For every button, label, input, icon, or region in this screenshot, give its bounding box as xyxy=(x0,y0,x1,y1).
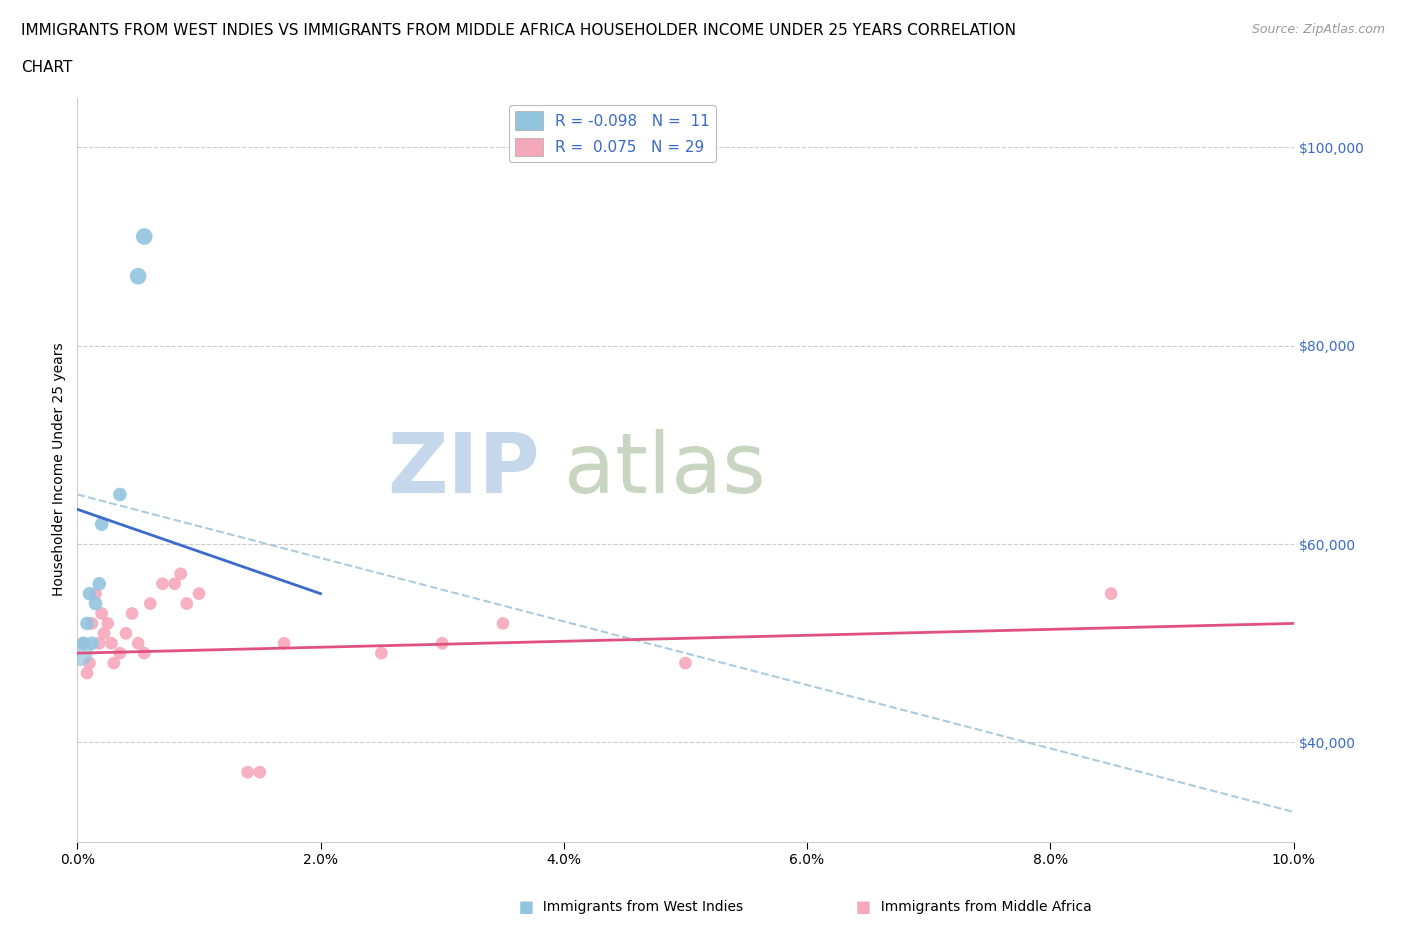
Legend: R = -0.098   N =  11, R =  0.075   N = 29: R = -0.098 N = 11, R = 0.075 N = 29 xyxy=(509,105,716,163)
Point xyxy=(84,586,107,601)
Point xyxy=(76,666,98,681)
Point xyxy=(675,656,697,671)
Point xyxy=(79,656,101,671)
Point xyxy=(80,636,103,651)
Text: atlas: atlas xyxy=(564,429,765,511)
Text: IMMIGRANTS FROM WEST INDIES VS IMMIGRANTS FROM MIDDLE AFRICA HOUSEHOLDER INCOME : IMMIGRANTS FROM WEST INDIES VS IMMIGRANT… xyxy=(21,23,1017,38)
Point xyxy=(236,764,259,779)
Point xyxy=(72,636,94,651)
Point xyxy=(492,616,515,631)
Text: ▪: ▪ xyxy=(855,895,872,919)
Point xyxy=(90,517,112,532)
Point xyxy=(89,636,111,651)
Point xyxy=(163,577,186,591)
Point xyxy=(103,656,125,671)
Point xyxy=(100,636,122,651)
Point xyxy=(80,616,103,631)
Text: Immigrants from Middle Africa: Immigrants from Middle Africa xyxy=(872,899,1091,914)
Point xyxy=(127,269,149,284)
Point xyxy=(152,577,174,591)
Point xyxy=(188,586,211,601)
Point xyxy=(134,645,156,660)
Text: CHART: CHART xyxy=(21,60,73,75)
Point xyxy=(108,487,131,502)
Point xyxy=(84,596,107,611)
Point xyxy=(69,645,91,660)
Point xyxy=(1099,586,1122,601)
Y-axis label: Householder Income Under 25 years: Householder Income Under 25 years xyxy=(52,343,66,596)
Text: ▪: ▪ xyxy=(517,895,534,919)
Point xyxy=(273,636,295,651)
Point xyxy=(170,566,193,581)
Point xyxy=(430,636,453,651)
Point xyxy=(76,616,98,631)
Point xyxy=(93,626,115,641)
Text: Immigrants from West Indies: Immigrants from West Indies xyxy=(534,899,744,914)
Point xyxy=(79,586,101,601)
Point xyxy=(97,616,120,631)
Point xyxy=(90,606,112,621)
Point xyxy=(139,596,162,611)
Point xyxy=(176,596,198,611)
Point xyxy=(370,645,392,660)
Point xyxy=(108,645,131,660)
Text: Source: ZipAtlas.com: Source: ZipAtlas.com xyxy=(1251,23,1385,36)
Point xyxy=(134,229,156,244)
Point xyxy=(89,577,111,591)
Text: ZIP: ZIP xyxy=(387,429,540,511)
Point xyxy=(115,626,138,641)
Point xyxy=(249,764,271,779)
Point xyxy=(72,636,94,651)
Point xyxy=(121,606,143,621)
Point xyxy=(127,636,149,651)
